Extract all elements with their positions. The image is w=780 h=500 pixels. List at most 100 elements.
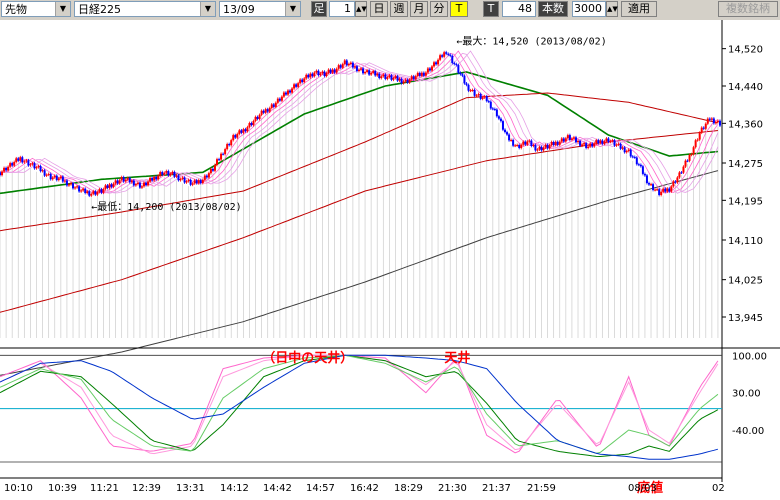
- candle-body: [13, 161, 16, 166]
- compare-button[interactable]: 複数銘柄: [718, 1, 778, 17]
- candle-body: [331, 69, 334, 73]
- candle-body: [491, 108, 494, 110]
- period-spinner[interactable]: ▲▼: [355, 1, 367, 17]
- candle-body: [238, 130, 241, 134]
- candle-body: [412, 76, 415, 80]
- candle-body: [493, 108, 496, 110]
- oscillator-tick-label: 100.00: [732, 351, 767, 362]
- candle-body: [27, 160, 30, 166]
- candle-body: [603, 141, 606, 144]
- candle-body: [585, 143, 588, 148]
- candle-body: [264, 109, 267, 113]
- day-button[interactable]: 日: [370, 1, 388, 17]
- candle-body: [637, 164, 640, 166]
- product-select[interactable]: 日経225 ▼: [74, 1, 216, 17]
- count-input[interactable]: 48: [502, 1, 536, 17]
- candle-body: [633, 156, 636, 158]
- candle-body: [31, 163, 34, 165]
- candle-body: [266, 109, 269, 112]
- candle-body: [536, 149, 539, 151]
- candle-body: [319, 73, 322, 76]
- candle-body: [169, 173, 172, 176]
- bars-spinner[interactable]: ▲▼: [606, 1, 618, 17]
- candle-body: [664, 188, 667, 192]
- tick-toggle-button[interactable]: T: [483, 1, 499, 17]
- candle-body: [335, 68, 338, 73]
- candle-body: [698, 132, 701, 140]
- candle-body: [104, 185, 107, 190]
- candle-body: [542, 147, 545, 151]
- candle-body: [512, 139, 515, 146]
- x-tick-label: 14:12: [220, 483, 249, 494]
- month-button[interactable]: 月: [410, 1, 428, 17]
- market-select[interactable]: 先物 ▼: [1, 1, 71, 17]
- candle-body: [21, 157, 24, 163]
- candle-body: [660, 191, 663, 196]
- x-tick-label: 02: [712, 483, 725, 494]
- candle-body: [469, 90, 472, 92]
- candle-body: [696, 139, 699, 141]
- candle-body: [518, 144, 521, 148]
- apply-button[interactable]: 適用: [621, 1, 657, 17]
- candle-body: [317, 70, 320, 76]
- candle-body: [5, 167, 8, 171]
- candle-body: [327, 69, 330, 73]
- candle-body: [254, 116, 257, 121]
- candle-body: [311, 73, 314, 77]
- candle-body: [461, 74, 464, 76]
- candle-body: [501, 121, 504, 130]
- candle-body: [41, 170, 44, 172]
- minute-button[interactable]: 分: [430, 1, 448, 17]
- x-tick-label: 10:39: [48, 483, 77, 494]
- candle-body: [159, 172, 162, 176]
- candle-body: [155, 176, 158, 180]
- candle-body: [280, 96, 283, 101]
- candle-body: [145, 182, 148, 186]
- candle-body: [270, 104, 273, 109]
- contract-select[interactable]: 13/09 ▼: [219, 1, 301, 17]
- week-button[interactable]: 週: [390, 1, 408, 17]
- candle-body: [658, 189, 661, 196]
- candle-body: [78, 186, 81, 192]
- candle-body: [688, 154, 691, 161]
- candle-body: [445, 52, 448, 54]
- candle-body: [418, 72, 421, 76]
- candle-body: [564, 138, 567, 142]
- candle-body: [140, 186, 143, 188]
- candle-body: [481, 97, 484, 99]
- chevron-down-icon[interactable]: ▼: [285, 2, 300, 16]
- candle-body: [613, 140, 616, 146]
- candle-body: [286, 90, 289, 95]
- candle-body: [228, 144, 231, 146]
- candle-body: [183, 177, 186, 183]
- candle-body: [80, 190, 83, 192]
- candle-body: [106, 185, 109, 188]
- period-input[interactable]: 1: [329, 1, 355, 17]
- candle-body: [110, 184, 113, 187]
- candle-body: [118, 180, 121, 184]
- candle-body: [662, 188, 665, 192]
- candle-body: [74, 187, 77, 189]
- candle-body: [108, 184, 111, 188]
- candle-body: [589, 143, 592, 147]
- chevron-down-icon[interactable]: ▼: [200, 2, 215, 16]
- candle-body: [11, 163, 14, 166]
- candle-body: [631, 156, 634, 158]
- x-tick-label: 14:57: [306, 483, 335, 494]
- candle-body: [179, 178, 182, 181]
- chevron-down-icon[interactable]: ▼: [55, 2, 70, 16]
- candle-body: [134, 184, 137, 186]
- oscillator-annotation: 天井: [444, 350, 470, 366]
- bars-input[interactable]: 3000: [572, 1, 606, 17]
- candle-body: [607, 138, 610, 142]
- y-tick-label: 14,195: [728, 196, 763, 207]
- candle-body: [175, 175, 178, 177]
- market-value: 先物: [5, 3, 27, 16]
- moving-average-line: [0, 71, 718, 195]
- candle-body: [90, 193, 93, 196]
- candle-body: [382, 74, 385, 77]
- candle-body: [307, 74, 310, 78]
- candle-body: [274, 102, 277, 107]
- tick-button[interactable]: T: [450, 1, 468, 17]
- candle-body: [716, 120, 719, 123]
